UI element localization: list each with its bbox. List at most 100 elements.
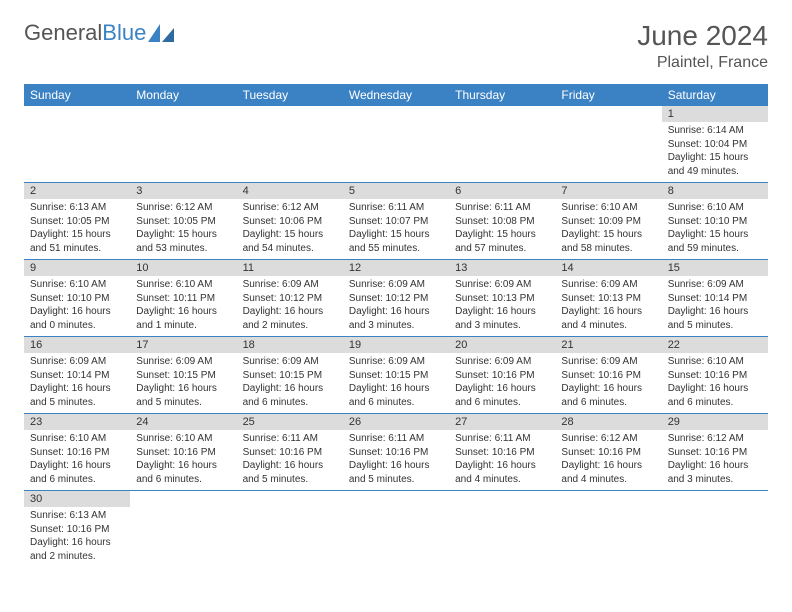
day-details: Sunrise: 6:12 AMSunset: 10:05 PMDaylight… (130, 199, 236, 259)
day-details: Sunrise: 6:10 AMSunset: 10:16 PMDaylight… (662, 353, 768, 413)
sunset-text: Sunset: 10:07 PM (349, 215, 443, 229)
daylight-text: Daylight: 16 hours and 1 minute. (136, 305, 230, 332)
sunset-text: Sunset: 10:16 PM (668, 446, 762, 460)
day-number: 16 (24, 337, 130, 353)
daylight-text: Daylight: 16 hours and 3 minutes. (349, 305, 443, 332)
calendar-cell: 27Sunrise: 6:11 AMSunset: 10:16 PMDaylig… (449, 414, 555, 491)
sunrise-text: Sunrise: 6:12 AM (668, 432, 762, 446)
sunrise-text: Sunrise: 6:09 AM (455, 355, 549, 369)
day-details: Sunrise: 6:12 AMSunset: 10:16 PMDaylight… (555, 430, 661, 490)
sunrise-text: Sunrise: 6:14 AM (668, 124, 762, 138)
weekday-header-row: Sunday Monday Tuesday Wednesday Thursday… (24, 84, 768, 106)
calendar-cell (555, 106, 661, 183)
day-details: Sunrise: 6:10 AMSunset: 10:09 PMDaylight… (555, 199, 661, 259)
sunrise-text: Sunrise: 6:12 AM (136, 201, 230, 215)
sunrise-text: Sunrise: 6:10 AM (561, 201, 655, 215)
calendar-cell: 26Sunrise: 6:11 AMSunset: 10:16 PMDaylig… (343, 414, 449, 491)
calendar-cell: 6Sunrise: 6:11 AMSunset: 10:08 PMDayligh… (449, 183, 555, 260)
day-details: Sunrise: 6:09 AMSunset: 10:14 PMDaylight… (24, 353, 130, 413)
day-details: Sunrise: 6:10 AMSunset: 10:10 PMDaylight… (24, 276, 130, 336)
sunset-text: Sunset: 10:15 PM (243, 369, 337, 383)
day-details: Sunrise: 6:12 AMSunset: 10:16 PMDaylight… (662, 430, 768, 490)
calendar-cell: 7Sunrise: 6:10 AMSunset: 10:09 PMDayligh… (555, 183, 661, 260)
sunset-text: Sunset: 10:14 PM (30, 369, 124, 383)
weekday-header: Wednesday (343, 84, 449, 106)
page-header: GeneralBlue June 2024 Plaintel, France (24, 20, 768, 72)
day-number: 22 (662, 337, 768, 353)
calendar-cell: 25Sunrise: 6:11 AMSunset: 10:16 PMDaylig… (237, 414, 343, 491)
day-details: Sunrise: 6:11 AMSunset: 10:07 PMDaylight… (343, 199, 449, 259)
day-number: 12 (343, 260, 449, 276)
calendar-cell: 9Sunrise: 6:10 AMSunset: 10:10 PMDayligh… (24, 260, 130, 337)
calendar-row: 9Sunrise: 6:10 AMSunset: 10:10 PMDayligh… (24, 260, 768, 337)
day-number: 21 (555, 337, 661, 353)
brand-logo: GeneralBlue (24, 20, 174, 46)
sunset-text: Sunset: 10:15 PM (349, 369, 443, 383)
brand-text: GeneralBlue (24, 20, 146, 46)
calendar-cell: 22Sunrise: 6:10 AMSunset: 10:16 PMDaylig… (662, 337, 768, 414)
calendar-cell: 3Sunrise: 6:12 AMSunset: 10:05 PMDayligh… (130, 183, 236, 260)
daylight-text: Daylight: 16 hours and 5 minutes. (30, 382, 124, 409)
sunset-text: Sunset: 10:16 PM (455, 369, 549, 383)
sail-icon (148, 24, 174, 42)
daylight-text: Daylight: 15 hours and 55 minutes. (349, 228, 443, 255)
calendar-cell: 10Sunrise: 6:10 AMSunset: 10:11 PMDaylig… (130, 260, 236, 337)
day-number: 14 (555, 260, 661, 276)
day-number: 5 (343, 183, 449, 199)
day-details: Sunrise: 6:09 AMSunset: 10:15 PMDaylight… (343, 353, 449, 413)
daylight-text: Daylight: 16 hours and 6 minutes. (455, 382, 549, 409)
daylight-text: Daylight: 15 hours and 49 minutes. (668, 151, 762, 178)
day-number: 8 (662, 183, 768, 199)
calendar-cell: 29Sunrise: 6:12 AMSunset: 10:16 PMDaylig… (662, 414, 768, 491)
day-number: 10 (130, 260, 236, 276)
sunset-text: Sunset: 10:16 PM (455, 446, 549, 460)
calendar-cell (237, 106, 343, 183)
day-details: Sunrise: 6:09 AMSunset: 10:13 PMDaylight… (449, 276, 555, 336)
day-details: Sunrise: 6:10 AMSunset: 10:16 PMDaylight… (130, 430, 236, 490)
day-details: Sunrise: 6:09 AMSunset: 10:13 PMDaylight… (555, 276, 661, 336)
calendar-cell: 5Sunrise: 6:11 AMSunset: 10:07 PMDayligh… (343, 183, 449, 260)
daylight-text: Daylight: 16 hours and 3 minutes. (668, 459, 762, 486)
weekday-header: Thursday (449, 84, 555, 106)
sunrise-text: Sunrise: 6:11 AM (243, 432, 337, 446)
sunrise-text: Sunrise: 6:10 AM (136, 432, 230, 446)
day-number: 2 (24, 183, 130, 199)
calendar-row: 1 Sunrise: 6:14 AMSunset: 10:04 PMDayligh… (24, 106, 768, 183)
daylight-text: Daylight: 15 hours and 57 minutes. (455, 228, 549, 255)
calendar-cell (555, 491, 661, 568)
sunset-text: Sunset: 10:04 PM (668, 138, 762, 152)
day-details: Sunrise: 6:11 AMSunset: 10:16 PMDaylight… (449, 430, 555, 490)
day-details: Sunrise: 6:09 AMSunset: 10:14 PMDaylight… (662, 276, 768, 336)
daylight-text: Daylight: 16 hours and 4 minutes. (561, 305, 655, 332)
daylight-text: Daylight: 16 hours and 6 minutes. (349, 382, 443, 409)
day-details: Sunrise: 6:09 AMSunset: 10:12 PMDaylight… (237, 276, 343, 336)
daylight-text: Daylight: 16 hours and 2 minutes. (30, 536, 124, 563)
daylight-text: Daylight: 16 hours and 2 minutes. (243, 305, 337, 332)
weekday-header: Friday (555, 84, 661, 106)
daylight-text: Daylight: 15 hours and 59 minutes. (668, 228, 762, 255)
sunset-text: Sunset: 10:12 PM (349, 292, 443, 306)
calendar-cell: 16Sunrise: 6:09 AMSunset: 10:14 PMDaylig… (24, 337, 130, 414)
calendar-cell (343, 491, 449, 568)
day-details: Sunrise: 6:11 AMSunset: 10:16 PMDaylight… (237, 430, 343, 490)
calendar-table: Sunday Monday Tuesday Wednesday Thursday… (24, 84, 768, 567)
sunset-text: Sunset: 10:15 PM (136, 369, 230, 383)
calendar-cell (130, 491, 236, 568)
day-number: 7 (555, 183, 661, 199)
sunrise-text: Sunrise: 6:10 AM (30, 278, 124, 292)
sunset-text: Sunset: 10:13 PM (455, 292, 549, 306)
calendar-cell: 13Sunrise: 6:09 AMSunset: 10:13 PMDaylig… (449, 260, 555, 337)
sunset-text: Sunset: 10:16 PM (561, 369, 655, 383)
day-details: Sunrise: 6:11 AMSunset: 10:08 PMDaylight… (449, 199, 555, 259)
calendar-cell: 2Sunrise: 6:13 AMSunset: 10:05 PMDayligh… (24, 183, 130, 260)
weekday-header: Sunday (24, 84, 130, 106)
sunset-text: Sunset: 10:16 PM (668, 369, 762, 383)
calendar-cell: 18Sunrise: 6:09 AMSunset: 10:15 PMDaylig… (237, 337, 343, 414)
day-details: Sunrise: 6:10 AMSunset: 10:16 PMDaylight… (24, 430, 130, 490)
day-details: Sunrise: 6:09 AMSunset: 10:15 PMDaylight… (130, 353, 236, 413)
sunrise-text: Sunrise: 6:10 AM (30, 432, 124, 446)
day-number: 1 (662, 106, 768, 122)
calendar-cell (237, 491, 343, 568)
day-number: 26 (343, 414, 449, 430)
sunrise-text: Sunrise: 6:13 AM (30, 509, 124, 523)
